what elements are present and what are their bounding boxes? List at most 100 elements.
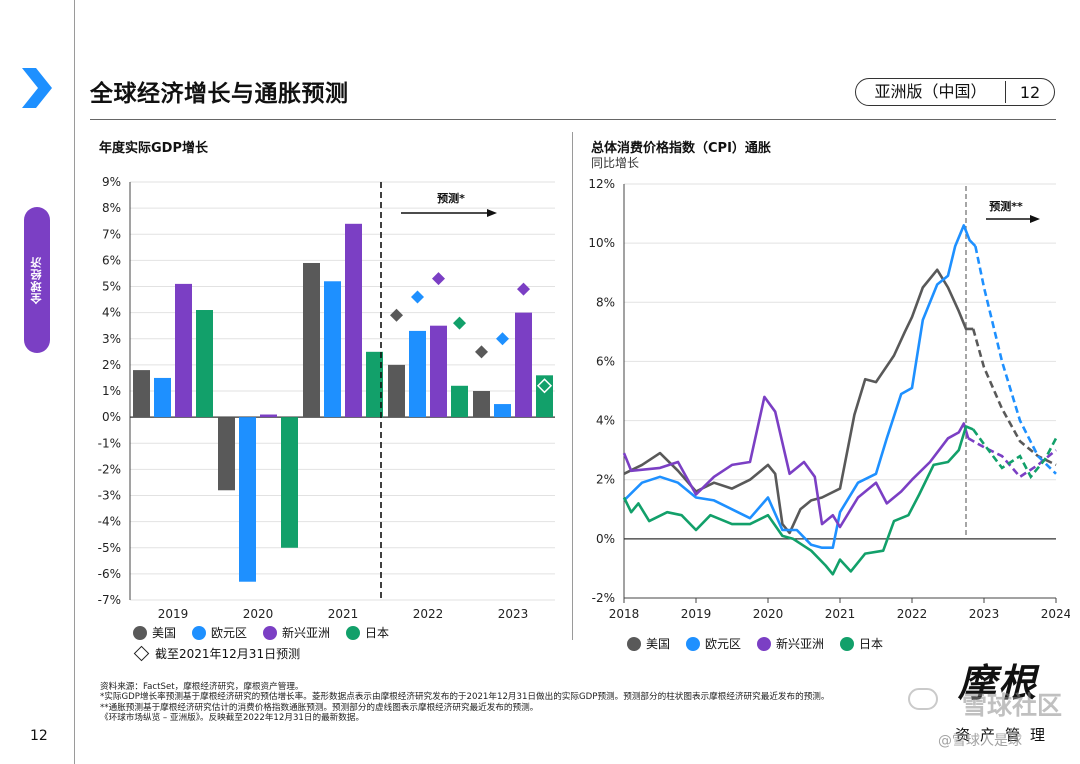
forecast-label: 预测**	[989, 199, 1023, 213]
page-title: 全球经济增长与通胀预测	[90, 81, 349, 107]
y-tick-label: 12%	[588, 177, 615, 191]
diamond-legend-label: 截至2021年12月31日预测	[155, 647, 301, 661]
chart-divider	[572, 132, 573, 640]
forecast-diamond	[453, 316, 466, 330]
bar-2023-0	[473, 391, 490, 418]
footnote-publication: 《环球市场纵览 – 亚洲版》。反映截至2022年12月31日的最新数据。	[100, 713, 365, 724]
bar-2023-1	[494, 404, 511, 418]
legend-item-euro: 欧元区	[192, 624, 247, 641]
legend-item-japan: 日本	[346, 624, 389, 641]
bar-2019-1	[154, 377, 171, 418]
cpi-line-forecast-2	[967, 437, 1057, 479]
forecast-diamond	[432, 272, 445, 286]
footnote-cpi: **通胀预测基于摩根经济研究估计的消费价格指数通胀预测。预测部分的虚线图表示摩根…	[100, 702, 539, 713]
legend-label: 新兴亚洲	[776, 637, 825, 651]
y-tick-label: 5%	[102, 280, 121, 294]
legend-swatch-em-asia	[263, 625, 278, 640]
bar-2021-0	[303, 262, 320, 418]
forecast-arrow-head	[1030, 215, 1040, 223]
legend-label: 欧元区	[705, 637, 742, 651]
x-tick-label: 2023	[498, 607, 529, 620]
brand-chevron-icon	[22, 68, 52, 108]
x-tick-label: 2021	[328, 607, 359, 620]
edition-page-number: 12	[1019, 82, 1041, 102]
y-tick-label: -2%	[592, 591, 615, 605]
brand-logo: 摩根	[958, 660, 1039, 705]
cpi-line-actual-3	[622, 425, 974, 576]
legend-swatch-euro	[686, 636, 701, 651]
sidebar-section-pill[interactable]	[24, 207, 50, 353]
y-tick-label: 4%	[102, 306, 121, 320]
forecast-arrow-head	[487, 209, 497, 217]
y-tick-label: -6%	[98, 567, 121, 581]
y-tick-label: 10%	[588, 236, 615, 250]
bar-2021-3	[366, 351, 383, 418]
y-tick-label: 1%	[102, 384, 121, 398]
left-border-rule	[74, 0, 75, 764]
x-tick-label: 2023	[969, 607, 1000, 621]
footnote-gdp: *实际GDP增长率预测基于摩根经济研究的预估增长率。菱形数据点表示由摩根经济研究…	[100, 692, 830, 703]
forecast-diamond	[536, 378, 553, 394]
edition-badge: 亚洲版（中国） 12	[855, 78, 1055, 106]
forecast-diamond	[517, 282, 530, 296]
page-number: 12	[30, 728, 48, 744]
legend-swatch-us	[627, 636, 641, 651]
cpi-chart-title: 总体消费价格指数（CPI）通胀	[591, 141, 771, 156]
legend-swatch-em-asia	[757, 636, 772, 651]
y-tick-label: 7%	[102, 227, 121, 241]
forecast-diamond	[390, 308, 403, 322]
bar-2020-0	[218, 417, 235, 491]
cpi-line-chart: 12% 10% 8% 6% 4% 2% 0% -2% 2018 2019 2020 2021 2022 2…	[588, 177, 1070, 621]
cpi-line-actual-2	[622, 395, 970, 529]
gdp-diamond-legend: 截至2021年12月31日预测	[133, 645, 300, 662]
legend-item-us: 美国	[133, 624, 176, 641]
bar-2023-2	[515, 312, 532, 418]
cpi-line-actual-1	[623, 224, 977, 550]
x-tick-label: 2020	[753, 607, 784, 621]
y-tick-label: 0%	[102, 410, 121, 424]
legend-item-us: 美国	[627, 635, 670, 652]
bar-2021-2	[345, 223, 362, 418]
cpi-legend: 美国 欧元区 新兴亚洲 日本	[627, 635, 899, 652]
legend-label: 美国	[646, 637, 671, 651]
watermark-text: 雪球社区	[962, 691, 1063, 720]
y-tick-label: -3%	[98, 489, 121, 503]
sidebar-section-label: 全球经济	[30, 256, 43, 304]
y-tick-label: -5%	[98, 541, 121, 555]
legend-label: 欧元区	[211, 626, 248, 640]
y-tick-label: -4%	[98, 515, 121, 529]
bar-2021-1	[324, 281, 341, 418]
cpi-line-forecast-3	[972, 428, 1058, 480]
bar-2019-2	[175, 283, 192, 418]
cpi-line-forecast-0	[971, 328, 1057, 467]
bar-2020-3	[281, 417, 298, 548]
legend-label: 日本	[859, 637, 884, 651]
bar-2019-0	[133, 370, 150, 418]
y-tick-label: 8%	[596, 295, 615, 309]
y-tick-label: -7%	[98, 593, 121, 607]
edition-label: 亚洲版（中国）	[856, 81, 1006, 103]
legend-item-euro: 欧元区	[686, 635, 741, 652]
bar-2022-3	[451, 385, 468, 418]
y-tick-label: 6%	[102, 253, 121, 267]
bar-2022-0	[388, 364, 405, 418]
y-tick-label: 2%	[596, 473, 615, 487]
legend-swatch-japan	[840, 636, 855, 651]
footnote-source: 资料来源：FactSet，摩根经济研究，摩根资产管理。	[100, 682, 304, 692]
x-tick-label: 2019	[681, 607, 712, 621]
y-tick-label: 6%	[596, 354, 615, 368]
y-tick-label: 0%	[596, 532, 615, 546]
legend-swatch-euro	[192, 625, 207, 640]
x-tick-label: 2018	[609, 607, 640, 621]
forecast-diamond	[475, 345, 488, 359]
x-tick-label: 2019	[158, 607, 189, 620]
cpi-line-forecast-1	[974, 245, 1057, 475]
x-tick-label: 2022	[413, 607, 444, 620]
legend-swatch-japan	[346, 625, 361, 640]
forecast-label: 预测*	[437, 191, 465, 205]
bar-2022-2	[430, 325, 447, 418]
bar-2020-2	[260, 414, 277, 418]
legend-label: 美国	[152, 626, 177, 640]
legend-label: 日本	[365, 626, 390, 640]
forecast-diamond	[411, 290, 424, 304]
